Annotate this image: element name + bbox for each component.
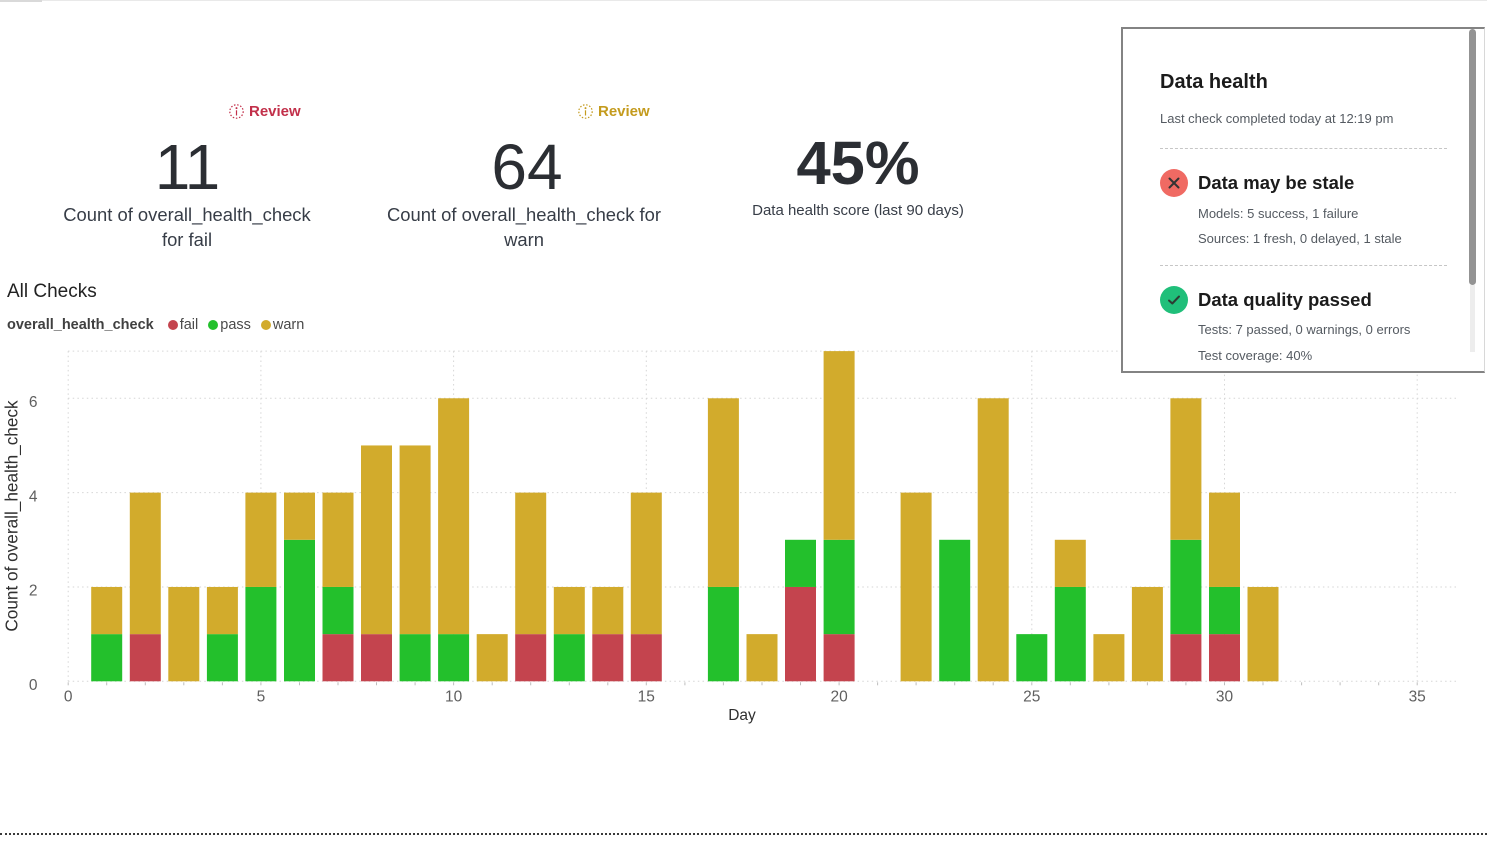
svg-text:2: 2	[29, 583, 38, 600]
svg-text:35: 35	[1409, 689, 1426, 706]
svg-text:0: 0	[29, 677, 38, 694]
svg-text:4: 4	[29, 488, 38, 505]
svg-text:Day: Day	[728, 707, 756, 724]
svg-text:5: 5	[257, 689, 266, 706]
svg-text:10: 10	[445, 689, 463, 706]
svg-text:20: 20	[830, 689, 848, 706]
svg-text:30: 30	[1216, 689, 1234, 706]
svg-text:15: 15	[638, 689, 655, 706]
svg-text:6: 6	[29, 394, 38, 411]
svg-text:0: 0	[64, 689, 73, 706]
svg-text:25: 25	[1023, 689, 1040, 706]
svg-text:Count of overall_health_check: Count of overall_health_check	[2, 400, 22, 632]
